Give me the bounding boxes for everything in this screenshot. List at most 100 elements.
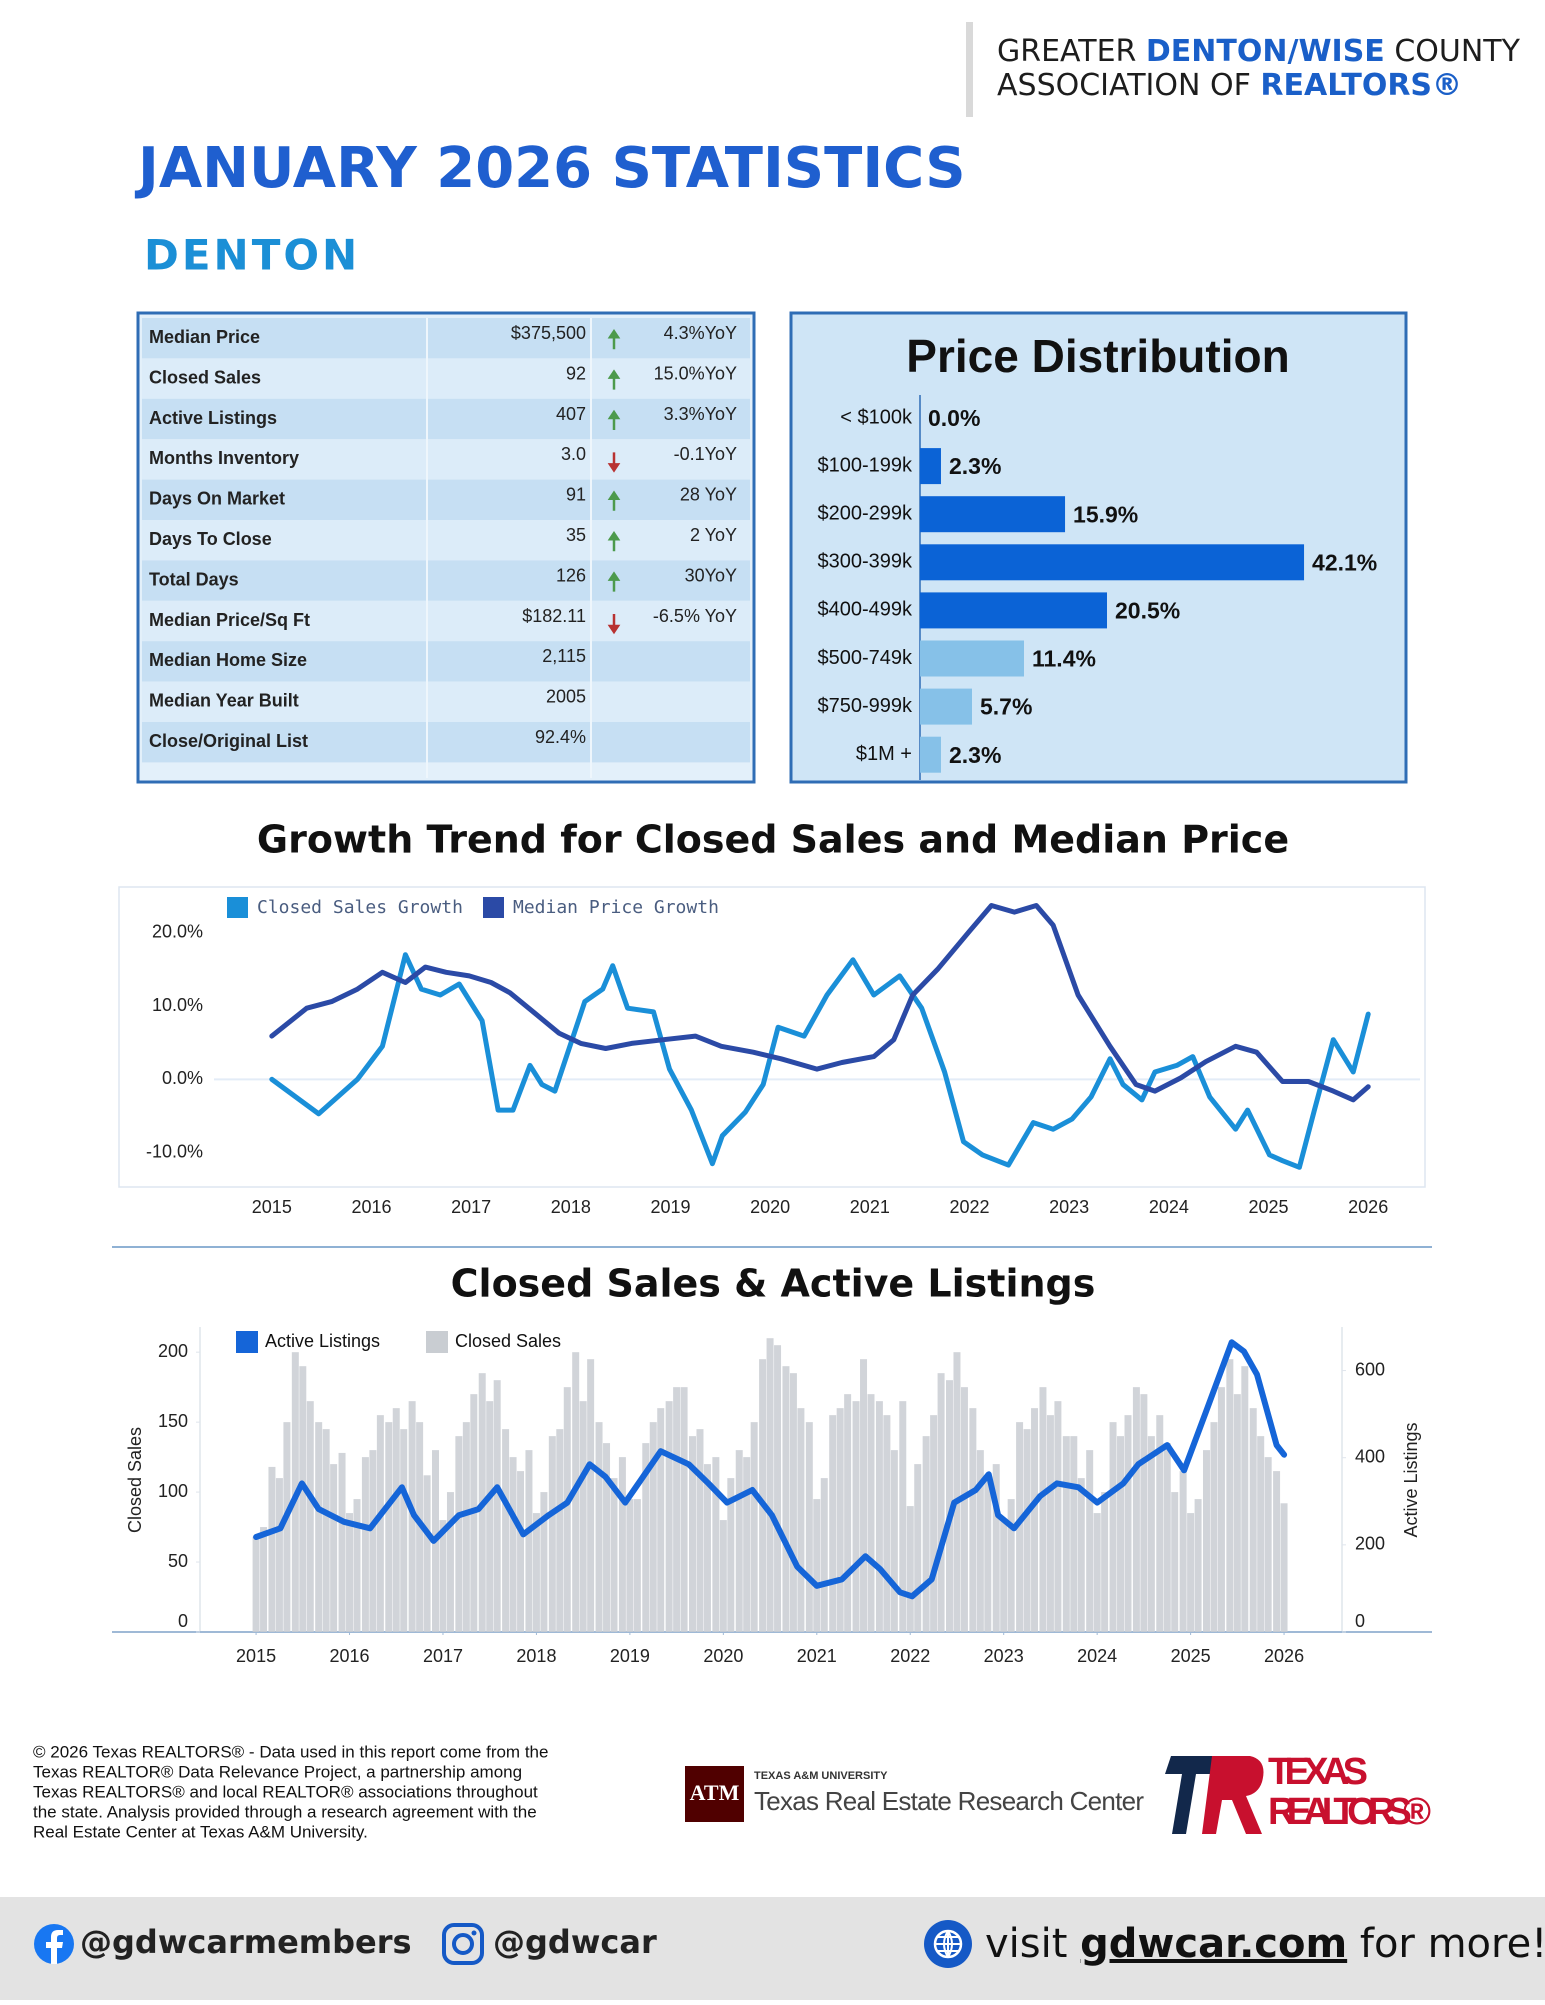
bar bbox=[252, 1536, 260, 1632]
org-part: REALTORS® bbox=[1260, 68, 1462, 103]
bar bbox=[1000, 1520, 1008, 1632]
page-title: JANUARY 2026 STATISTICS bbox=[134, 136, 966, 201]
x-tick-label: 2019 bbox=[610, 1646, 650, 1666]
table-row bbox=[142, 560, 750, 601]
bar bbox=[400, 1429, 408, 1632]
bar bbox=[587, 1359, 595, 1632]
bar bbox=[493, 1380, 501, 1632]
row-value: 407 bbox=[556, 404, 586, 424]
bar bbox=[1124, 1415, 1132, 1632]
trend-arrow bbox=[607, 614, 621, 635]
trend-arrow bbox=[607, 530, 621, 552]
bar bbox=[960, 1387, 968, 1632]
row-label: Median Home Size bbox=[149, 650, 307, 670]
bar bbox=[1179, 1471, 1187, 1632]
bar bbox=[1194, 1499, 1202, 1632]
bar bbox=[1070, 1436, 1078, 1632]
bar bbox=[1086, 1450, 1094, 1632]
x-tick-label: 2025 bbox=[1248, 1197, 1288, 1217]
disclaimer-line: Texas REALTOR® Data Relevance Project, a… bbox=[33, 1762, 522, 1781]
bar bbox=[486, 1401, 494, 1632]
bar bbox=[1062, 1436, 1070, 1632]
bar bbox=[782, 1366, 790, 1632]
bar bbox=[1226, 1359, 1234, 1632]
y-tick-label: 150 bbox=[158, 1411, 188, 1431]
category-label: $500-749k bbox=[817, 647, 913, 669]
bar bbox=[1132, 1387, 1140, 1632]
row-label: Days On Market bbox=[149, 489, 285, 509]
y-tick-label: 0.0% bbox=[162, 1068, 203, 1088]
tr-logo-r bbox=[1202, 1756, 1264, 1834]
visit-text: for more! bbox=[1347, 1921, 1545, 1967]
bar bbox=[930, 1415, 938, 1632]
bar bbox=[525, 1450, 533, 1632]
bar bbox=[852, 1401, 860, 1632]
bar bbox=[548, 1436, 556, 1632]
instagram-icon bbox=[442, 1923, 484, 1965]
x-tick-label: 2017 bbox=[423, 1646, 463, 1666]
bar bbox=[268, 1466, 276, 1632]
bar bbox=[369, 1450, 377, 1632]
row-yoy: 3.3%YoY bbox=[664, 404, 737, 424]
trend-arrow bbox=[607, 571, 621, 592]
table-row bbox=[142, 681, 750, 722]
row-value: 3.0 bbox=[561, 444, 586, 464]
legend-swatch bbox=[426, 1331, 448, 1353]
bar bbox=[984, 1478, 992, 1632]
row-label: Median Price/Sq Ft bbox=[149, 610, 310, 630]
bar bbox=[618, 1457, 626, 1632]
header-divider bbox=[966, 22, 973, 117]
chart-title: Growth Trend for Closed Sales and Median… bbox=[257, 818, 1289, 862]
trend-arrow bbox=[607, 328, 621, 350]
bar bbox=[759, 1359, 767, 1632]
series-line bbox=[269, 903, 1371, 1103]
bar bbox=[836, 1408, 844, 1632]
table-row bbox=[142, 318, 750, 359]
disclaimer-line: © 2026 Texas REALTORS® - Data used in th… bbox=[33, 1742, 548, 1761]
bar bbox=[1031, 1408, 1039, 1632]
row-value: 126 bbox=[556, 565, 586, 585]
bar bbox=[774, 1345, 782, 1632]
bar bbox=[283, 1422, 291, 1632]
table-row bbox=[142, 600, 750, 642]
x-tick-label: 2024 bbox=[1149, 1197, 1189, 1217]
x-tick-label: 2026 bbox=[1348, 1197, 1388, 1217]
row-label: Active Listings bbox=[149, 408, 277, 428]
bar bbox=[1171, 1492, 1179, 1632]
x-tick-label: 2015 bbox=[252, 1197, 292, 1217]
bar bbox=[976, 1450, 984, 1632]
bar bbox=[1039, 1387, 1047, 1632]
bar bbox=[446, 1492, 454, 1632]
bar bbox=[673, 1387, 681, 1632]
x-tick-label: 2023 bbox=[1049, 1197, 1089, 1217]
bar bbox=[610, 1478, 618, 1632]
bar bbox=[532, 1513, 540, 1632]
bar bbox=[1147, 1436, 1155, 1632]
bar bbox=[439, 1520, 447, 1632]
bar bbox=[992, 1464, 1000, 1632]
bar bbox=[829, 1415, 837, 1632]
bar bbox=[1257, 1436, 1265, 1632]
instagram-lens bbox=[452, 1933, 474, 1955]
x-tick-label: 2016 bbox=[351, 1197, 391, 1217]
x-tick-label: 2020 bbox=[703, 1646, 743, 1666]
y-tick-label: -10.0% bbox=[146, 1141, 203, 1161]
facebook-handle: @gdwcarmembers bbox=[80, 1923, 412, 1961]
org-name-line2: ASSOCIATION OF REALTORS® bbox=[997, 68, 1462, 103]
bar bbox=[1264, 1457, 1272, 1632]
value-label: 2.3% bbox=[949, 453, 1001, 479]
bar bbox=[1280, 1503, 1288, 1632]
y-tick-label: 100 bbox=[158, 1481, 188, 1501]
disclaimer-line: the state. Analysis provided through a r… bbox=[33, 1802, 537, 1821]
value-label: 20.5% bbox=[1115, 597, 1180, 623]
table-row bbox=[142, 722, 750, 763]
tamu-university: TEXAS A&M UNIVERSITY bbox=[754, 1770, 888, 1782]
bar bbox=[361, 1457, 369, 1632]
tr-logo-mark bbox=[1165, 1756, 1222, 1834]
bar bbox=[735, 1450, 743, 1632]
row-value: 91 bbox=[566, 485, 586, 505]
value-label: 2.3% bbox=[949, 742, 1001, 768]
y-axis-title: Closed Sales bbox=[125, 1427, 145, 1533]
x-tick-label: 2020 bbox=[750, 1197, 790, 1217]
